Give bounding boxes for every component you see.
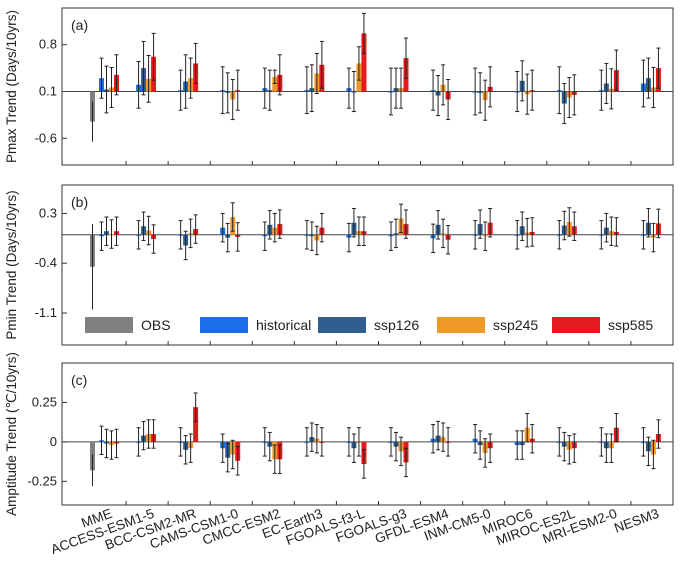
legend-swatch-ssp126 xyxy=(318,317,366,333)
x-tick-label: NESM3 xyxy=(612,506,661,536)
panel-frame xyxy=(61,362,674,506)
y-tick-label: -0.25 xyxy=(27,473,57,488)
panel-label: (c) xyxy=(71,372,87,388)
panel-label: (b) xyxy=(71,194,88,210)
y-tick-label: -1.1 xyxy=(35,305,57,320)
y-tick-label: 0.8 xyxy=(39,37,57,52)
legend-label: OBS xyxy=(141,317,171,333)
legend-swatch-historical xyxy=(200,317,248,333)
y-axis-label: Pmax Trend (Days/10yrs) xyxy=(4,10,19,163)
legend-swatch-OBS xyxy=(85,317,133,333)
legend-label: ssp585 xyxy=(608,317,653,333)
legend-swatch-ssp585 xyxy=(552,317,600,333)
bar-ssp585 xyxy=(361,33,367,92)
bar-ssp585 xyxy=(193,407,199,442)
panel-label: (a) xyxy=(71,17,88,33)
panel-frame xyxy=(61,7,674,166)
legend-label: ssp126 xyxy=(374,317,419,333)
bar-ssp245 xyxy=(272,76,278,92)
y-axis-label: Pmin Trend (Days/10yrs) xyxy=(4,190,19,339)
legend-swatch-ssp245 xyxy=(437,317,485,333)
y-tick-label: 0.3 xyxy=(39,205,57,220)
y-tick-label: 0 xyxy=(50,434,57,449)
y-tick-label: -0.4 xyxy=(35,255,57,270)
legend-label: ssp245 xyxy=(493,317,538,333)
y-tick-label: 0.25 xyxy=(32,394,57,409)
y-axis-label: Amptitude Trend (℃/10yrs) xyxy=(4,352,19,516)
y-tick-label: -0.6 xyxy=(35,130,57,145)
legend-label: historical xyxy=(256,317,311,333)
y-tick-label: 0.1 xyxy=(39,84,57,99)
